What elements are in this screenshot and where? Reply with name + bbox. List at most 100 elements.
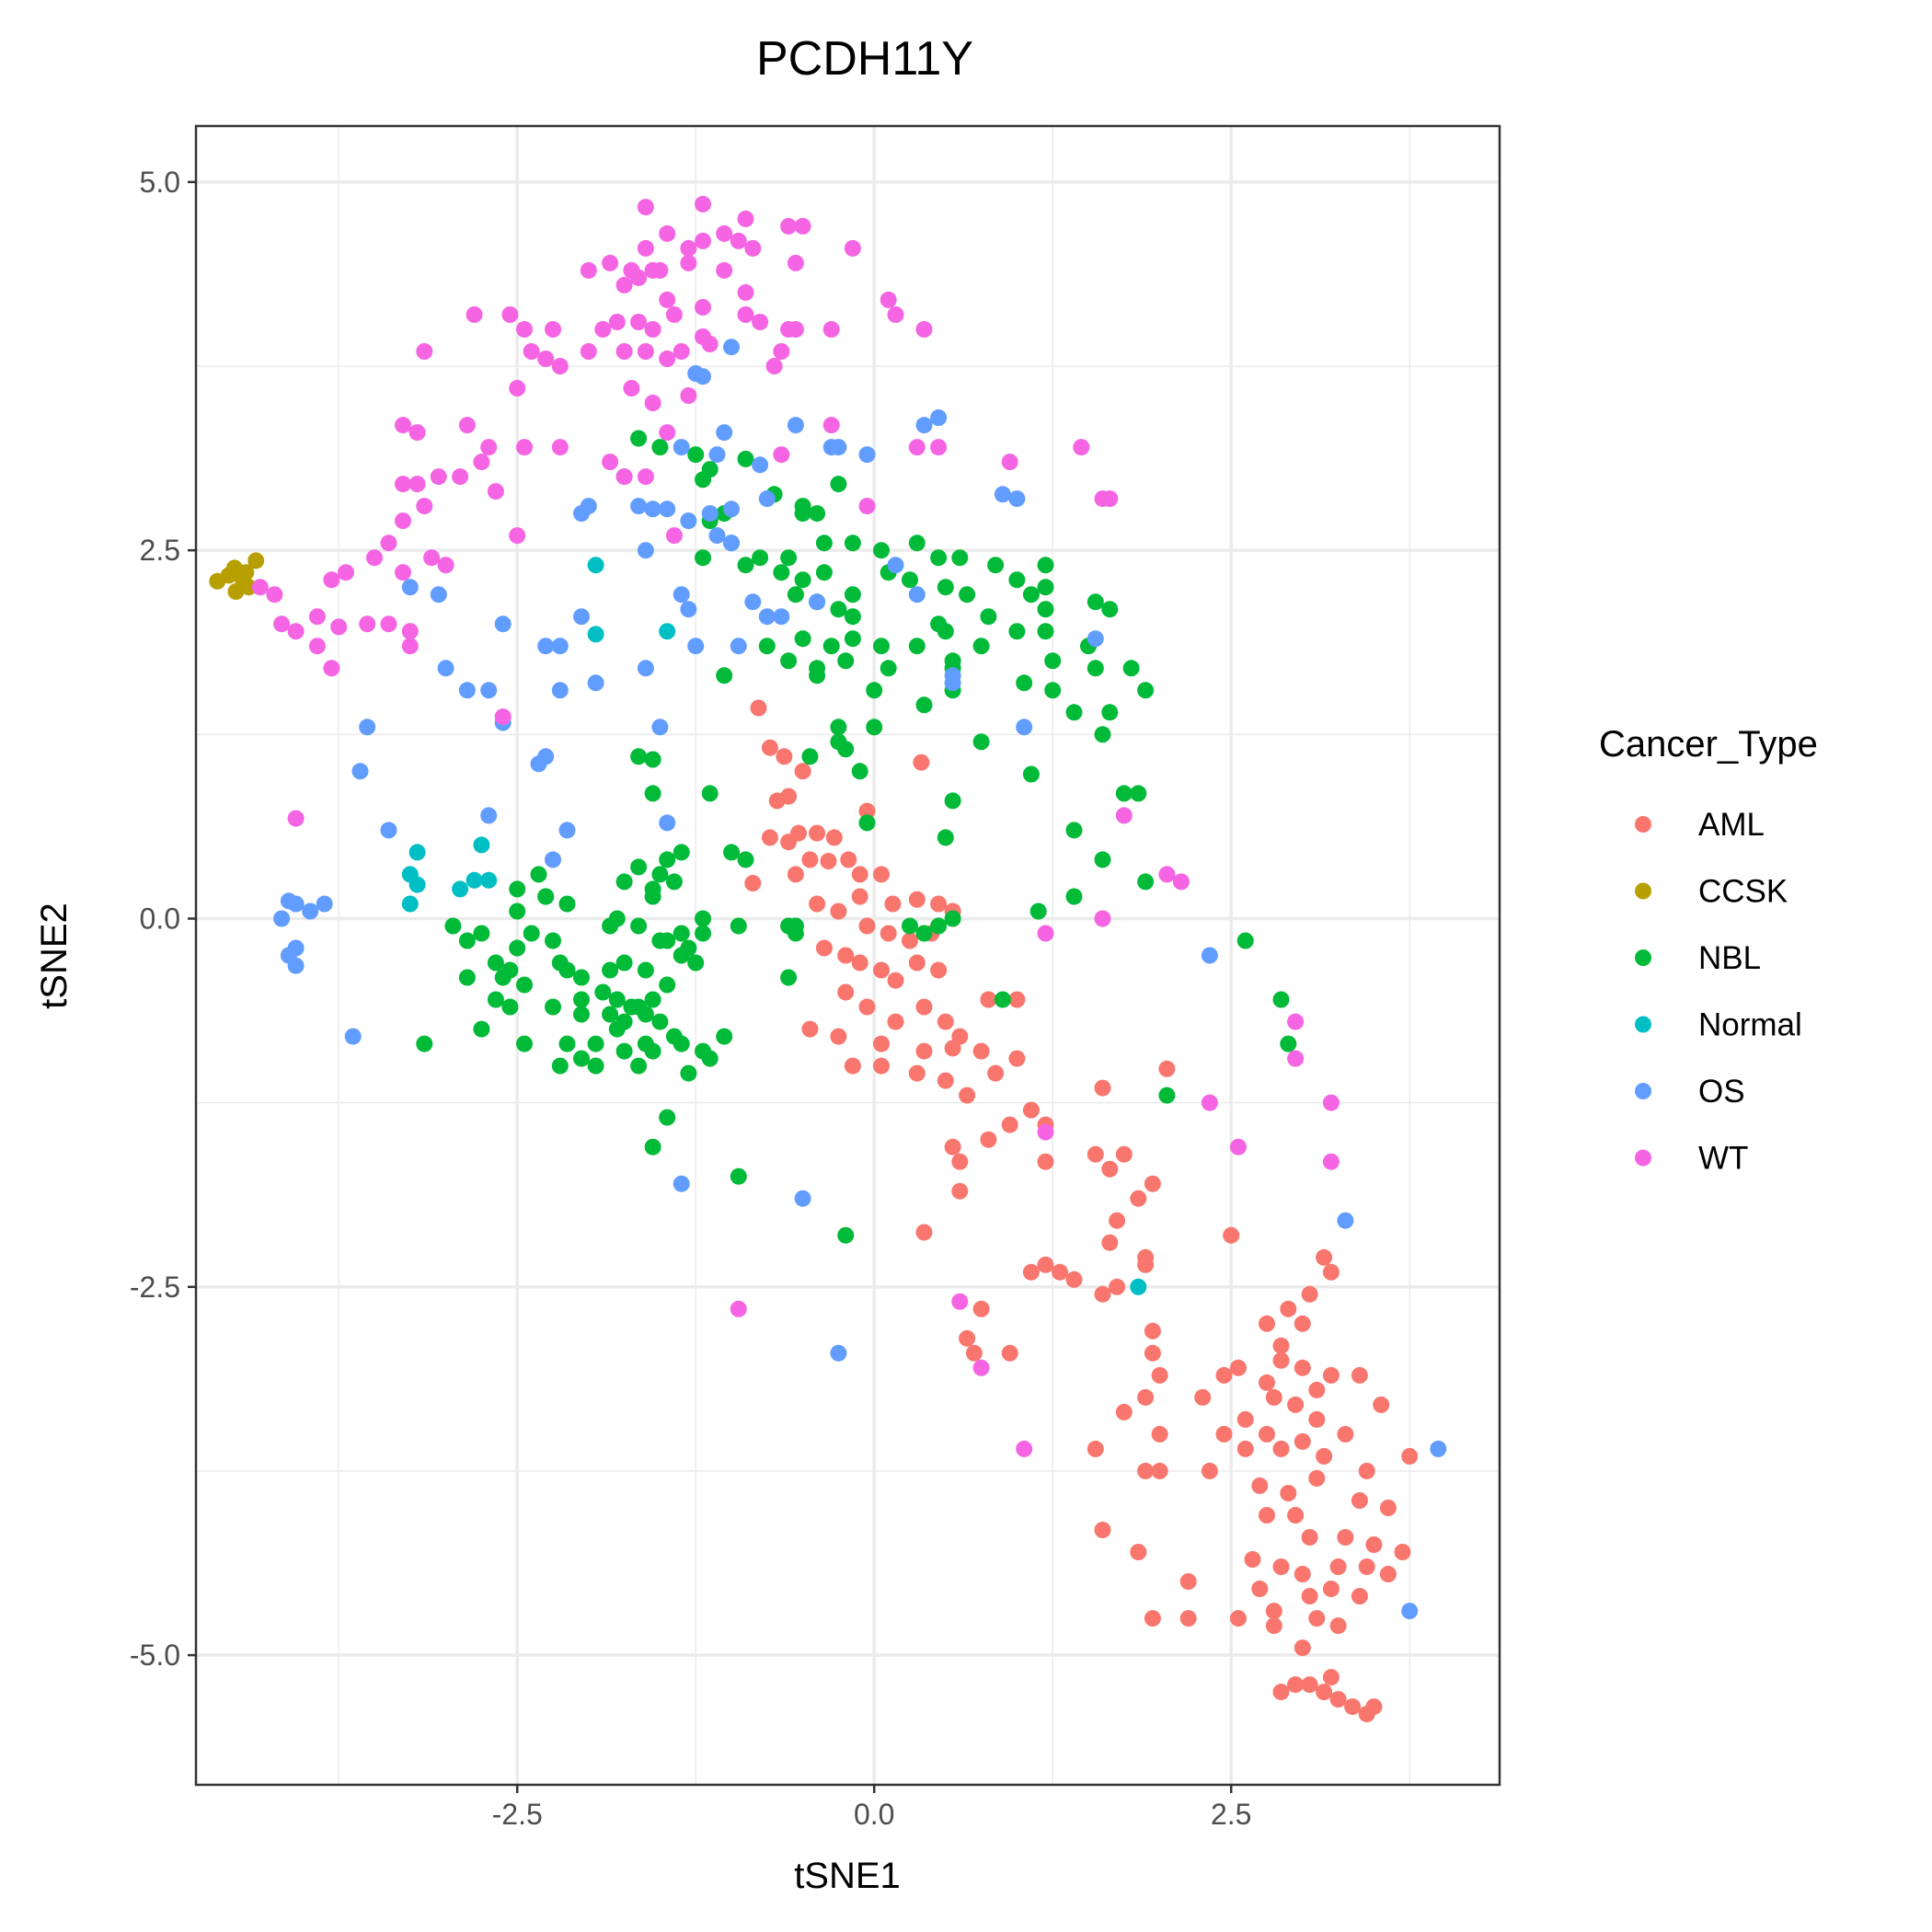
data-point xyxy=(866,682,883,699)
data-point xyxy=(452,880,469,898)
data-point xyxy=(858,917,876,935)
data-point xyxy=(902,917,918,935)
data-point xyxy=(1259,1425,1275,1443)
data-point xyxy=(401,623,419,640)
data-point xyxy=(1344,1698,1362,1716)
data-point xyxy=(408,876,426,893)
data-point xyxy=(545,851,561,868)
data-point xyxy=(1358,1462,1375,1479)
data-point xyxy=(1137,1256,1155,1273)
data-point xyxy=(673,844,690,861)
data-point xyxy=(768,792,786,810)
data-point xyxy=(844,586,861,604)
data-point xyxy=(837,652,855,670)
data-point xyxy=(608,991,626,1008)
data-point xyxy=(637,199,654,216)
data-point xyxy=(509,939,526,957)
data-point xyxy=(716,667,733,684)
data-point xyxy=(551,358,569,374)
data-point xyxy=(801,851,819,868)
legend-key-normal xyxy=(1635,1016,1651,1033)
data-point xyxy=(287,957,305,974)
data-point xyxy=(1022,1263,1040,1281)
data-point xyxy=(659,351,676,367)
data-point xyxy=(730,917,747,935)
data-point xyxy=(1144,1344,1161,1362)
data-point xyxy=(523,925,540,942)
data-point xyxy=(587,1057,604,1075)
data-point xyxy=(480,871,498,889)
data-point xyxy=(887,1013,904,1030)
data-point xyxy=(913,753,930,771)
data-point xyxy=(1401,1603,1419,1620)
data-point xyxy=(1215,1366,1233,1384)
data-point xyxy=(673,586,690,604)
data-point xyxy=(1322,1153,1340,1170)
data-point xyxy=(815,535,833,552)
data-point xyxy=(915,696,933,714)
data-point xyxy=(359,719,376,736)
data-point xyxy=(1236,1410,1254,1428)
data-point xyxy=(1272,1440,1290,1457)
data-point xyxy=(1109,1278,1126,1295)
data-point xyxy=(695,299,711,316)
data-point xyxy=(830,439,847,456)
data-point xyxy=(680,601,697,618)
data-point xyxy=(787,254,804,271)
data-point xyxy=(444,917,462,935)
data-point xyxy=(1044,682,1062,699)
data-point xyxy=(1223,1226,1240,1244)
data-point xyxy=(1008,490,1026,508)
data-point xyxy=(787,866,804,883)
data-point xyxy=(473,1020,490,1038)
data-point xyxy=(1022,1101,1040,1119)
data-point xyxy=(501,998,519,1016)
data-point xyxy=(308,608,326,626)
data-point xyxy=(737,851,754,868)
legend-key-nbl xyxy=(1635,949,1651,966)
data-point xyxy=(880,291,897,308)
data-point xyxy=(730,232,747,249)
data-point xyxy=(830,601,847,618)
data-point xyxy=(695,368,711,385)
data-point xyxy=(887,972,904,989)
data-point xyxy=(830,719,847,736)
data-point xyxy=(423,549,441,567)
data-point xyxy=(1101,601,1119,618)
data-point xyxy=(1351,1492,1368,1509)
legend-label-nbl: NBL xyxy=(1698,940,1761,976)
data-point xyxy=(466,306,483,323)
data-point xyxy=(673,925,690,942)
data-point xyxy=(937,829,954,846)
data-point xyxy=(615,468,633,486)
data-point xyxy=(1365,1536,1383,1553)
data-point xyxy=(708,446,726,464)
data-point xyxy=(323,571,340,589)
data-point xyxy=(395,564,411,581)
data-point xyxy=(752,456,769,474)
data-point xyxy=(716,261,733,279)
data-point xyxy=(237,564,255,581)
data-point xyxy=(1094,726,1111,743)
data-point xyxy=(1308,1410,1326,1428)
data-point xyxy=(851,763,868,780)
data-point xyxy=(1001,1344,1018,1362)
data-point xyxy=(1230,1359,1247,1376)
data-point xyxy=(930,409,948,426)
data-point xyxy=(794,571,811,589)
data-point xyxy=(776,748,793,765)
data-point xyxy=(1329,1617,1347,1635)
data-point xyxy=(659,623,676,640)
data-point xyxy=(659,1109,676,1126)
data-point xyxy=(673,947,690,964)
data-point xyxy=(951,549,969,567)
series-wt xyxy=(251,195,1340,1457)
data-point xyxy=(501,306,519,323)
data-point xyxy=(1351,1366,1368,1384)
data-point xyxy=(844,535,861,552)
data-point xyxy=(251,579,269,596)
data-point xyxy=(1094,910,1111,927)
data-point xyxy=(573,969,590,986)
data-point xyxy=(1101,1234,1119,1251)
